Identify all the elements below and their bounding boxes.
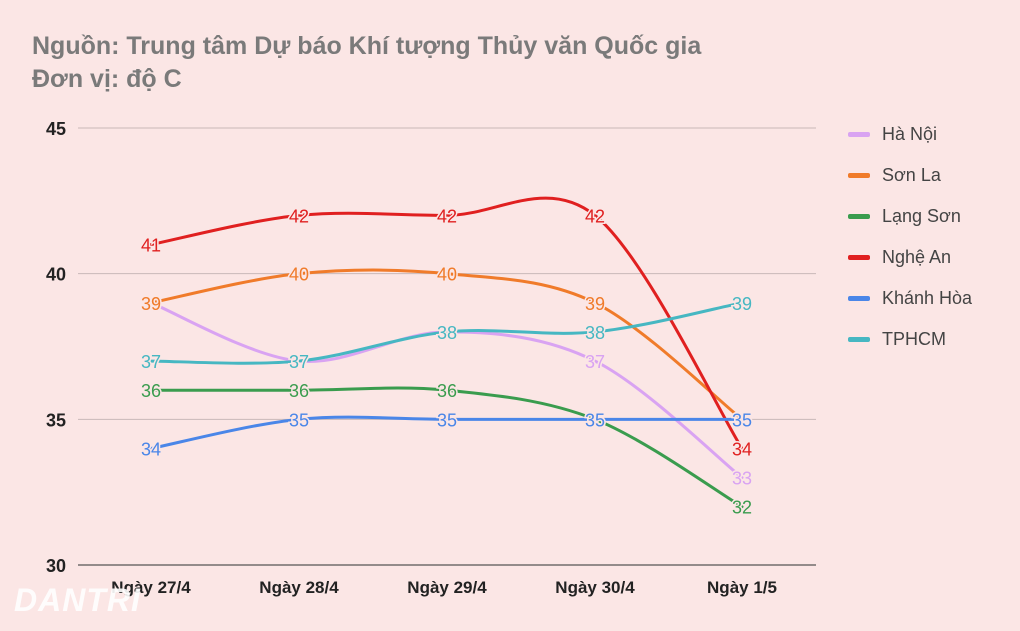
legend-label: Hà Nội — [882, 124, 938, 144]
data-label: 35 — [732, 410, 752, 430]
data-label: 40 — [437, 265, 457, 285]
series-line — [149, 415, 744, 450]
x-tick-label: Ngày 29/4 — [407, 578, 487, 597]
data-label: 36 — [437, 381, 457, 401]
data-label: 37 — [585, 352, 605, 372]
legend-label: Nghệ An — [882, 247, 952, 267]
data-label: 39 — [732, 294, 752, 314]
legend-item: Nghệ An — [848, 237, 972, 278]
data-label: 32 — [732, 498, 752, 518]
x-tick-label: Ngày 28/4 — [259, 578, 339, 597]
data-label: 42 — [289, 206, 309, 226]
x-tick-label: Ngày 1/5 — [707, 578, 777, 597]
data-labels: 39 37 38 37 33 39 40 40 39 35 36 36 36 35 32 41 42 42 42 34… — [139, 205, 753, 519]
series-line — [149, 386, 744, 509]
data-label: 38 — [437, 323, 457, 343]
x-tick-label: Ngày 30/4 — [555, 578, 635, 597]
legend-item: Sơn La — [848, 155, 972, 196]
y-tick-label: 30 — [46, 556, 66, 576]
legend-label: TPHCM — [882, 329, 946, 349]
data-label: 38 — [437, 323, 457, 343]
data-label: 39 — [141, 294, 161, 314]
y-tick-label: 45 — [46, 119, 66, 139]
legend-label: Sơn La — [882, 165, 941, 185]
data-label: 37 — [141, 352, 161, 372]
series-lines — [149, 196, 744, 509]
series-line — [149, 301, 744, 365]
legend-item: Lạng Sơn — [848, 196, 972, 237]
data-label: 35 — [585, 410, 605, 430]
data-label: 41 — [141, 236, 161, 256]
unit-text: Đơn vị: độ C — [32, 65, 182, 93]
source-text: Nguồn: Trung tâm Dự báo Khí tượng Thủy v… — [32, 32, 702, 60]
data-label: 40 — [289, 265, 309, 285]
data-label: 33 — [732, 469, 752, 489]
data-label: 37 — [289, 352, 309, 372]
chart-header: Nguồn: Trung tâm Dự báo Khí tượng Thủy v… — [32, 30, 701, 96]
legend-swatch — [848, 132, 870, 137]
legend-label: Khánh Hòa — [882, 288, 973, 308]
data-label: 42 — [437, 206, 457, 226]
legend-item: TPHCM — [848, 319, 972, 360]
series-line — [149, 196, 744, 450]
legend-swatch — [848, 296, 870, 301]
data-label: 37 — [289, 352, 309, 372]
y-tick-label: 35 — [46, 410, 66, 430]
data-label: 34 — [732, 439, 752, 459]
legend-swatch — [848, 214, 870, 219]
data-label: 39 — [141, 294, 161, 314]
x-tick-label: Ngày 27/4 — [111, 578, 191, 597]
series-line — [149, 268, 744, 421]
y-tick-label: 40 — [46, 265, 66, 285]
data-label: 38 — [585, 323, 605, 343]
legend-label: Lạng Sơn — [882, 206, 961, 226]
data-label: 36 — [141, 381, 161, 401]
legend-swatch — [848, 173, 870, 178]
legend-swatch — [848, 255, 870, 260]
data-label: 35 — [732, 410, 752, 430]
data-label: 35 — [585, 410, 605, 430]
data-label: 42 — [585, 206, 605, 226]
data-label: 35 — [437, 410, 457, 430]
data-label: 34 — [141, 439, 161, 459]
data-label: 35 — [289, 410, 309, 430]
legend-item: Khánh Hòa — [848, 278, 972, 319]
legend-item: Hà Nội — [848, 114, 972, 155]
data-label: 39 — [585, 294, 605, 314]
chart-legend: Hà Nội Sơn La Lạng Sơn Nghệ An Khánh Hòa TPHC… — [848, 114, 972, 360]
dantri-watermark: DANTRI — [14, 582, 141, 618]
data-label: 36 — [289, 381, 309, 401]
legend-swatch — [848, 337, 870, 342]
